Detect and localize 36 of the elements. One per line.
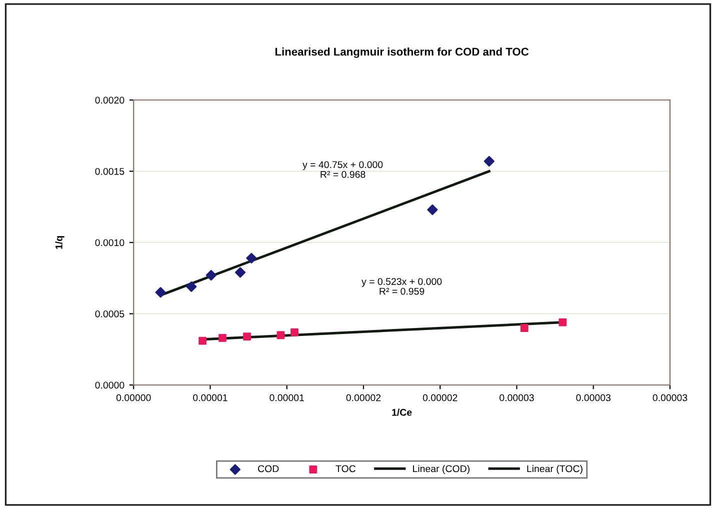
point <box>243 332 251 340</box>
y-tick-label: 0.0015 <box>95 168 124 175</box>
point <box>427 204 438 216</box>
chart-title: Linearised Langmuir isotherm for COD and TOC <box>275 48 529 58</box>
point <box>198 336 207 345</box>
annotation: y = 0.523x + 0.000 R² = 0.959 <box>362 278 442 295</box>
y-axis-title: 1/q <box>55 236 64 249</box>
legend-label: COD <box>258 465 279 472</box>
x-tick-label: 0.00003 <box>576 394 611 402</box>
point <box>246 252 257 264</box>
y-tick-label: 0.0010 <box>95 239 124 246</box>
point <box>234 267 246 278</box>
legend-label: Linear (COD) <box>413 465 470 474</box>
point <box>276 331 285 340</box>
x-axis-title: 1/Ce <box>392 408 412 416</box>
point <box>218 334 226 342</box>
legend-label: Linear (TOC) <box>527 465 582 474</box>
x-tick-label: 0.00003 <box>500 394 534 402</box>
x-tick-label: 0.00001 <box>270 394 304 402</box>
point <box>558 318 567 326</box>
point <box>186 281 197 292</box>
point <box>206 270 216 281</box>
legend-label: TOC <box>336 465 356 472</box>
annotation: y = 40.75x + 0.000 R² = 0.968 <box>302 161 383 178</box>
point <box>155 287 166 298</box>
y-tick-label: 0.0000 <box>95 382 124 389</box>
point <box>290 328 298 336</box>
x-tick-label: 0.00000 <box>116 394 151 402</box>
x-tick-label: 0.00003 <box>652 394 688 402</box>
x-tick-label: 0.00002 <box>346 394 381 402</box>
point <box>520 324 528 332</box>
y-tick-label: 0.0020 <box>95 96 124 104</box>
point <box>484 156 494 167</box>
x-tick-label: 0.00002 <box>422 394 458 402</box>
x-tick-label: 0.00001 <box>193 394 228 402</box>
y-tick-label: 0.0005 <box>95 310 124 318</box>
